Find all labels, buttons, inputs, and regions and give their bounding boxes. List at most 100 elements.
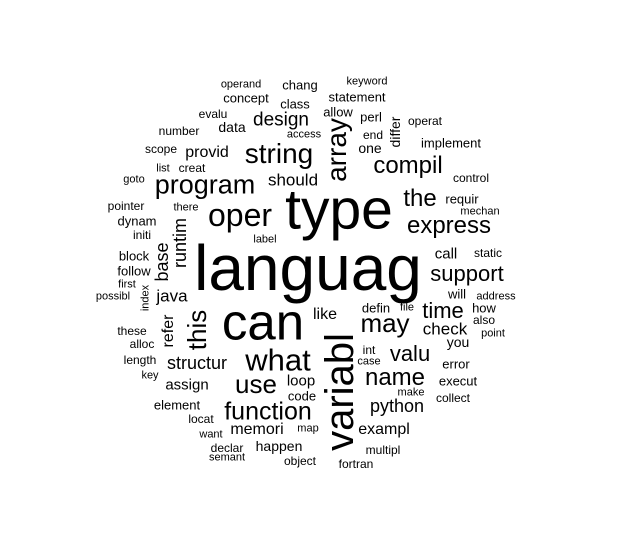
word-call[interactable]: call: [434, 245, 458, 263]
word-oper[interactable]: oper: [207, 197, 273, 233]
word-declar[interactable]: declar: [210, 441, 244, 455]
word-operat[interactable]: operat: [407, 114, 443, 128]
word-type[interactable]: type: [285, 177, 393, 242]
word-these[interactable]: these: [117, 324, 147, 338]
word-pointer[interactable]: pointer: [107, 199, 145, 213]
word-the[interactable]: the: [403, 185, 437, 212]
word-name[interactable]: name: [364, 364, 426, 391]
word-array[interactable]: array: [321, 118, 352, 182]
word-statement[interactable]: statement: [328, 89, 386, 105]
word-support[interactable]: support: [430, 261, 504, 286]
word-int[interactable]: int: [362, 343, 376, 357]
word-may[interactable]: may: [360, 308, 410, 338]
word-valu[interactable]: valu: [389, 341, 431, 366]
word-semant[interactable]: semant: [208, 451, 246, 464]
word-like[interactable]: like: [312, 306, 338, 323]
word-also[interactable]: also: [472, 313, 496, 327]
word-you[interactable]: you: [446, 334, 470, 350]
word-list[interactable]: list: [156, 162, 170, 175]
word-function[interactable]: function: [224, 397, 312, 426]
word-initi[interactable]: initi: [132, 228, 152, 242]
word-express[interactable]: express: [406, 212, 492, 239]
word-class[interactable]: class: [280, 96, 310, 112]
word-keyword[interactable]: keyword: [346, 75, 388, 88]
word-collect[interactable]: collect: [435, 391, 471, 405]
word-want[interactable]: want: [199, 428, 223, 441]
word-possibl[interactable]: possibl: [95, 290, 131, 303]
word-check[interactable]: check: [422, 319, 468, 339]
word-mechan[interactable]: mechan: [460, 205, 500, 218]
word-creat[interactable]: creat: [178, 161, 206, 175]
word-runtim[interactable]: runtim: [170, 217, 190, 269]
word-defin[interactable]: defin: [361, 300, 391, 316]
word-python[interactable]: python: [369, 396, 425, 416]
word-access[interactable]: access: [286, 128, 322, 141]
word-element[interactable]: element: [153, 397, 201, 413]
word-block[interactable]: block: [118, 248, 150, 264]
word-length[interactable]: length: [123, 353, 157, 367]
word-point[interactable]: point: [481, 327, 505, 340]
word-file[interactable]: file: [399, 301, 415, 314]
word-object[interactable]: object: [283, 454, 317, 468]
word-fortran[interactable]: fortran: [338, 457, 374, 471]
word-concept[interactable]: concept: [223, 90, 269, 106]
word-assign[interactable]: assign: [165, 376, 209, 394]
word-refer[interactable]: refer: [160, 314, 177, 348]
word-allow[interactable]: allow: [323, 104, 353, 120]
word-will[interactable]: will: [447, 286, 467, 302]
word-scope[interactable]: scope: [144, 142, 178, 156]
word-design[interactable]: design: [253, 109, 309, 131]
word-follow[interactable]: follow: [117, 263, 151, 279]
word-alloc[interactable]: alloc: [129, 337, 155, 351]
word-end[interactable]: end: [362, 128, 384, 142]
word-time[interactable]: time: [422, 298, 464, 323]
word-control[interactable]: control: [452, 171, 490, 185]
word-error[interactable]: error: [442, 356, 470, 372]
word-first[interactable]: first: [118, 278, 136, 291]
word-memori[interactable]: memori: [230, 421, 284, 438]
word-structur[interactable]: structur: [166, 353, 228, 373]
word-implement[interactable]: implement: [421, 135, 481, 151]
word-provid[interactable]: provid: [185, 144, 229, 161]
word-can[interactable]: can: [221, 293, 305, 351]
word-what[interactable]: what: [245, 342, 311, 378]
word-number[interactable]: number: [158, 124, 200, 138]
word-operand[interactable]: operand: [220, 78, 262, 91]
word-case[interactable]: case: [357, 355, 381, 368]
word-execut[interactable]: execut: [438, 373, 478, 389]
word-this[interactable]: this: [182, 309, 212, 351]
word-key[interactable]: key: [141, 369, 159, 382]
word-goto[interactable]: goto: [123, 173, 145, 186]
word-string[interactable]: string: [244, 138, 314, 169]
word-happen[interactable]: happen: [255, 438, 303, 454]
word-program[interactable]: program: [154, 169, 256, 200]
word-data[interactable]: data: [218, 119, 246, 135]
word-static[interactable]: static: [473, 246, 503, 260]
word-should[interactable]: should: [267, 170, 319, 190]
word-label[interactable]: label: [253, 233, 277, 246]
word-how[interactable]: how: [472, 300, 496, 316]
word-perl[interactable]: perl: [360, 109, 382, 125]
word-loop[interactable]: loop: [286, 372, 316, 390]
word-map[interactable]: map: [297, 422, 319, 435]
word-use[interactable]: use: [235, 369, 277, 399]
word-evalu[interactable]: evalu: [198, 107, 228, 121]
word-dynam[interactable]: dynam: [117, 213, 157, 229]
word-index[interactable]: index: [139, 284, 152, 312]
word-chang[interactable]: chang: [282, 77, 318, 93]
word-address[interactable]: address: [476, 290, 516, 303]
word-compil[interactable]: compil: [373, 152, 443, 179]
word-base[interactable]: base: [152, 242, 172, 282]
word-multipl[interactable]: multipl: [365, 443, 401, 457]
word-one[interactable]: one: [358, 140, 382, 156]
word-there[interactable]: there: [173, 201, 199, 214]
word-exampl[interactable]: exampl: [358, 421, 410, 438]
word-differ[interactable]: differ: [387, 116, 403, 148]
word-make[interactable]: make: [397, 386, 425, 399]
word-languag[interactable]: languag: [194, 232, 422, 304]
word-locat[interactable]: locat: [188, 412, 214, 426]
word-code[interactable]: code: [287, 388, 317, 404]
word-requir[interactable]: requir: [445, 191, 479, 207]
word-java[interactable]: java: [156, 286, 188, 306]
word-variabl[interactable]: variabl: [318, 333, 362, 451]
